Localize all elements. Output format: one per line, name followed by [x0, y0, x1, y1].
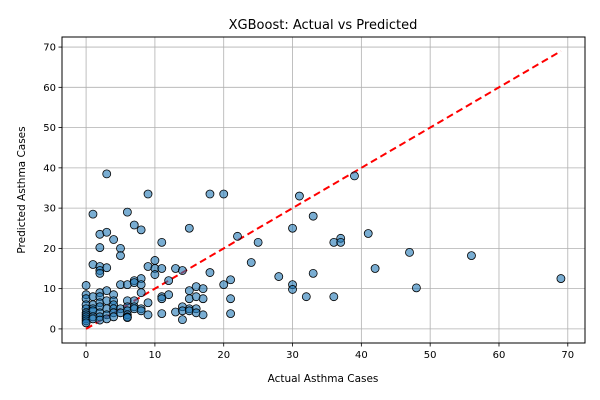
x-axis-label: Actual Asthma Cases: [268, 373, 379, 385]
data-point: [226, 275, 235, 285]
data-point: [467, 251, 476, 261]
y-axis-label: Predicted Asthma Cases: [16, 126, 28, 253]
data-point: [164, 276, 174, 285]
data-point: [143, 189, 153, 199]
data-point: [329, 292, 339, 302]
data-point: [363, 229, 373, 238]
data-point: [350, 171, 359, 181]
y-tick-label: 40: [43, 163, 56, 174]
data-point: [143, 298, 153, 308]
data-point: [136, 280, 146, 290]
data-point: [405, 248, 414, 257]
data-point: [157, 237, 167, 247]
data-point: [136, 225, 146, 235]
data-point: [143, 310, 153, 320]
data-point: [301, 292, 311, 302]
data-point: [226, 309, 235, 319]
data-point: [164, 290, 174, 300]
data-point: [109, 312, 119, 322]
data-point: [412, 283, 421, 293]
y-tick-label: 50: [43, 123, 56, 134]
y-tick-label: 10: [43, 284, 56, 295]
data-point: [122, 207, 132, 217]
data-point: [219, 189, 229, 199]
data-point: [136, 306, 146, 316]
data-point: [157, 294, 167, 304]
data-point: [150, 270, 160, 279]
data-point: [295, 191, 304, 201]
x-tick-label: 60: [493, 350, 506, 361]
y-tick-label: 60: [43, 83, 56, 94]
data-point: [370, 264, 380, 273]
data-point: [556, 274, 566, 283]
ticks: 0 10 20 30 40 50 60 70 0 10 20 30 40 50 60 70: [43, 43, 574, 361]
data-point: [81, 318, 91, 328]
points-layer: [81, 169, 566, 328]
y-tick-label: 30: [43, 204, 56, 215]
y-tick-label: 70: [43, 43, 56, 54]
data-point: [116, 251, 125, 261]
x-tick-label: 70: [561, 350, 574, 361]
data-point: [136, 288, 146, 298]
data-point: [178, 266, 187, 275]
data-point: [205, 189, 215, 199]
data-point: [198, 294, 208, 304]
data-point: [288, 223, 297, 233]
data-point: [253, 237, 263, 247]
data-point: [157, 264, 167, 273]
data-point: [184, 223, 194, 233]
y-tick-label: 0: [50, 324, 56, 335]
x-tick-label: 10: [149, 350, 162, 361]
data-point: [308, 268, 318, 278]
data-point: [122, 313, 132, 323]
data-point: [95, 243, 105, 252]
data-point: [205, 268, 215, 277]
data-point: [288, 285, 297, 294]
data-point: [129, 220, 139, 230]
x-tick-label: 40: [355, 350, 368, 361]
data-point: [102, 227, 112, 237]
y-tick-label: 20: [43, 244, 56, 255]
grid: [62, 37, 585, 343]
data-point: [102, 169, 112, 179]
x-tick-label: 50: [424, 350, 437, 361]
data-point: [116, 243, 125, 253]
data-point: [233, 231, 242, 241]
data-point: [95, 268, 105, 278]
data-point: [219, 280, 229, 290]
data-point: [109, 235, 119, 244]
x-tick-label: 20: [217, 350, 230, 361]
x-tick-label: 0: [83, 350, 89, 361]
data-point: [150, 256, 160, 265]
data-point: [88, 209, 98, 219]
data-point: [81, 281, 91, 290]
data-point: [226, 294, 235, 304]
data-point: [157, 309, 167, 319]
data-point: [198, 284, 208, 294]
x-tick-label: 30: [286, 350, 299, 361]
data-point: [308, 211, 318, 221]
data-point: [246, 258, 256, 267]
data-point: [336, 237, 346, 247]
data-point: [178, 315, 187, 325]
data-point: [274, 272, 284, 281]
chart-title: XGBoost: Actual vs Predicted: [229, 18, 418, 33]
plot-frame: [61, 36, 586, 344]
data-point: [102, 263, 112, 273]
data-point: [102, 286, 112, 296]
data-point: [198, 310, 208, 320]
